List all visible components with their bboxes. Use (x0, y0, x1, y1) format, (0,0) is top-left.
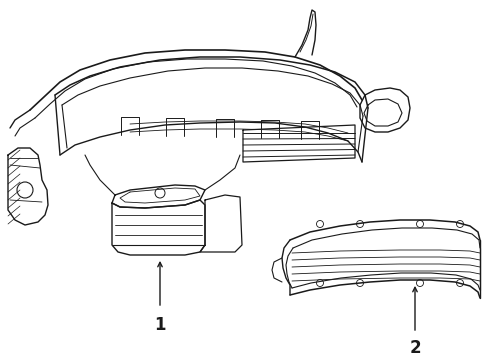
Text: 1: 1 (154, 316, 166, 334)
Text: 2: 2 (409, 339, 421, 357)
